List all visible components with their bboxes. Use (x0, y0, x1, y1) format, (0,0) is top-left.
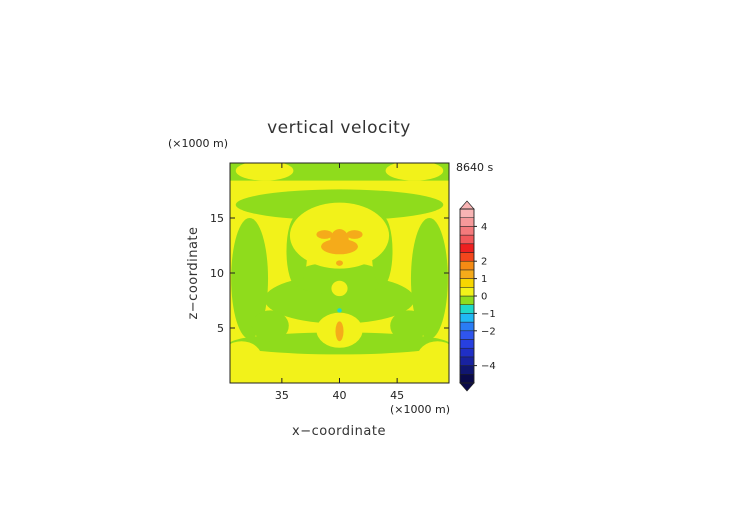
y-tick-label: 10 (210, 267, 224, 280)
colorbar-swatch (459, 234, 475, 245)
colorbar-tick-label: 1 (481, 274, 487, 285)
field-region (251, 310, 289, 342)
field-region (331, 280, 348, 297)
field-region (385, 163, 444, 181)
field-region (416, 341, 449, 377)
colorbar-swatch (459, 304, 475, 314)
field-region (390, 310, 428, 342)
y-axis-label: z−coordinate (186, 226, 201, 319)
colorbar-swatch (459, 356, 475, 366)
field-region (291, 262, 388, 295)
colorbar-max-arrow (459, 200, 475, 210)
field-region (230, 361, 449, 383)
colorbar-swatch (459, 321, 475, 332)
colorbar-min-arrow (459, 382, 475, 392)
y-tick-label: 15 (210, 212, 224, 225)
x-axis: 35 40 45 (275, 163, 404, 402)
colorbar-swatch (459, 269, 475, 279)
y-tick-label: 5 (217, 322, 224, 335)
colorbar-tick-label: −1 (481, 309, 496, 320)
field-region (336, 260, 343, 266)
time-label: 8640 s (456, 161, 493, 174)
field-region (337, 308, 342, 313)
colorbar-tick-label: 0 (481, 292, 487, 303)
colorbar-swatch (459, 278, 475, 288)
colorbar-swatch (459, 252, 475, 262)
colorbar-tick-label: 2 (481, 257, 487, 268)
chart-title: vertical velocity (267, 118, 411, 138)
colorbar-tick-label: −2 (481, 326, 496, 337)
x-tick-label: 35 (275, 389, 289, 402)
colorbar-tick-label: −4 (481, 361, 496, 372)
field-region (230, 341, 263, 377)
colorbar-tick-label: 4 (481, 222, 487, 233)
y-axis-unit: (×1000 m) (168, 137, 228, 150)
field-region (330, 229, 349, 251)
colorbar-swatch (459, 330, 475, 340)
velocity-field (230, 163, 449, 383)
colorbar-swatch (459, 374, 475, 384)
field-region (335, 321, 344, 342)
colorbar-swatch (459, 339, 475, 349)
colorbar-swatch (459, 260, 475, 271)
x-tick-label: 45 (390, 389, 404, 402)
y-axis: 5 10 15 (210, 212, 449, 335)
field-region (231, 218, 269, 339)
colorbar: 4 2 1 0 −1 −2 −4 (459, 200, 496, 392)
x-tick-label: 40 (333, 389, 347, 402)
x-axis-label: x−coordinate (292, 424, 386, 439)
x-axis-unit: (×1000 m) (390, 403, 450, 416)
colorbar-swatch (459, 313, 475, 323)
field-region (346, 230, 363, 239)
field-region (235, 163, 294, 181)
colorbar-swatch (459, 347, 475, 358)
field-region (410, 218, 448, 339)
colorbar-swatch (459, 208, 475, 218)
colorbar-swatch (459, 365, 475, 375)
colorbar-swatch (459, 243, 475, 253)
field-region (316, 230, 333, 239)
colorbar-swatch (459, 287, 475, 297)
colorbar-swatch (459, 226, 475, 236)
colorbar-swatch (459, 295, 475, 305)
colorbar-swatch (459, 217, 475, 227)
